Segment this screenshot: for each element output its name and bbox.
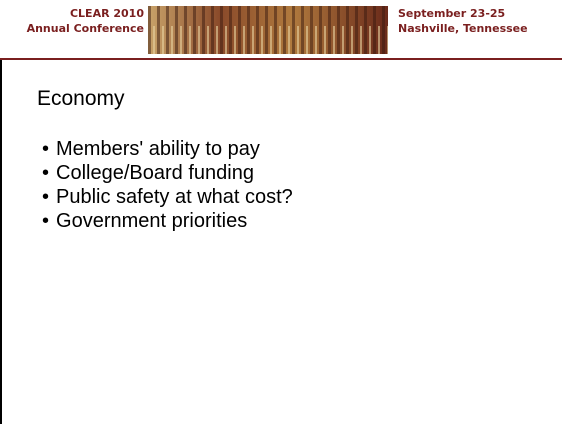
bullet-list: Members' ability to payCollege/Board fun… <box>42 137 293 233</box>
header-line: Annual Conference <box>4 21 144 36</box>
header-line: CLEAR 2010 <box>4 6 144 21</box>
slide-title: Economy <box>37 87 125 111</box>
header-left: CLEAR 2010 Annual Conference <box>4 6 144 36</box>
header-line: September 23-25 <box>398 6 528 21</box>
bullet: Public safety at what cost? <box>42 185 293 209</box>
bullet: College/Board funding <box>42 161 293 185</box>
header-rule <box>0 58 562 60</box>
bullet: Government priorities <box>42 209 293 233</box>
header-line: Nashville, Tennessee <box>398 21 528 36</box>
bullet: Members' ability to pay <box>42 137 293 161</box>
guitar-banner <box>148 6 388 54</box>
left-border <box>0 60 2 424</box>
header-right: September 23-25 Nashville, Tennessee <box>398 6 528 36</box>
slide: CLEAR 2010 Annual Conference September 2… <box>0 0 562 424</box>
